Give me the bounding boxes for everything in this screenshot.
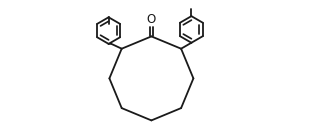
Text: O: O (147, 13, 156, 26)
